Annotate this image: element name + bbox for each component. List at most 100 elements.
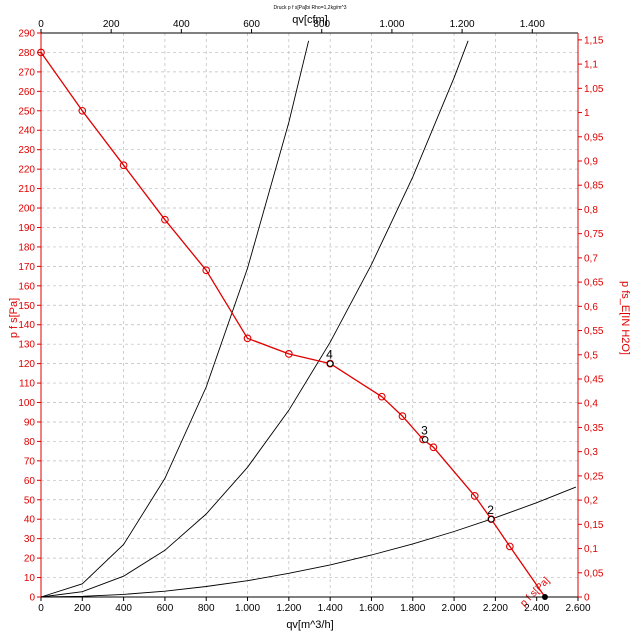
right-tick-label: 1,15 bbox=[584, 35, 604, 46]
left-tick-label: 240 bbox=[18, 126, 35, 137]
fan-curve-point bbox=[470, 492, 479, 500]
axes bbox=[37, 29, 582, 601]
left-tick-label: 10 bbox=[24, 573, 36, 584]
top-tick-label: 400 bbox=[173, 19, 190, 30]
left-tick-label: 80 bbox=[24, 437, 36, 448]
left-tick-label: 70 bbox=[24, 456, 36, 467]
top-tick-label: 1.400 bbox=[520, 19, 545, 30]
left-tick-label: 280 bbox=[18, 48, 35, 59]
right-tick-label: 0 bbox=[584, 593, 590, 604]
right-tick-label: 0,3 bbox=[584, 447, 598, 458]
left-tick-label: 270 bbox=[18, 67, 35, 78]
right-tick-label: 0,2 bbox=[584, 496, 598, 507]
right-tick-label: 0,7 bbox=[584, 253, 598, 264]
right-tick-label: 1,05 bbox=[584, 84, 604, 95]
fan-curve-point bbox=[398, 412, 407, 420]
right-tick-label: 0,8 bbox=[584, 205, 598, 216]
right-tick-label: 0,05 bbox=[584, 568, 604, 579]
bottom-tick-label: 400 bbox=[115, 603, 132, 614]
left-tick-label: 210 bbox=[18, 184, 35, 195]
left-tick-label: 20 bbox=[24, 554, 36, 565]
top-axis-label: qv[cfm] bbox=[292, 14, 327, 26]
left-tick-label: 180 bbox=[18, 242, 35, 253]
left-axis-label: p f s[Pa] bbox=[8, 298, 20, 338]
operating-point bbox=[421, 436, 429, 443]
tick-labels: 0 200 400 600 800 1.000 1.200 1.400 1.600 1.800 2.… bbox=[18, 19, 604, 614]
system-curve bbox=[40, 40, 310, 598]
left-tick-label: 100 bbox=[18, 398, 35, 409]
bottom-tick-label: 1.000 bbox=[235, 603, 260, 614]
left-tick-label: 0 bbox=[29, 593, 35, 604]
operating-point-label: 2 bbox=[487, 503, 494, 517]
bottom-tick-label: 0 bbox=[38, 603, 44, 614]
fan-curve-end-point bbox=[541, 594, 548, 600]
right-tick-label: 0,75 bbox=[584, 229, 604, 240]
fan-curve-point bbox=[284, 350, 293, 358]
right-tick-label: 0,55 bbox=[584, 326, 604, 337]
left-tick-label: 140 bbox=[18, 320, 35, 331]
bottom-tick-label: 600 bbox=[157, 603, 174, 614]
left-tick-label: 150 bbox=[18, 301, 35, 312]
left-tick-label: 130 bbox=[18, 340, 35, 351]
bottom-tick-label: 800 bbox=[198, 603, 215, 614]
markers: 2 3 4 bbox=[37, 48, 548, 600]
fan-curve-point bbox=[505, 542, 514, 551]
right-tick-label: 0,9 bbox=[584, 156, 598, 167]
fan-curve-line bbox=[40, 52, 546, 598]
left-tick-label: 290 bbox=[18, 29, 35, 40]
bottom-tick-label: 1.800 bbox=[400, 603, 425, 614]
left-tick-label: 220 bbox=[18, 165, 35, 176]
left-tick-label: 260 bbox=[18, 87, 35, 98]
right-tick-label: 1 bbox=[584, 108, 590, 119]
grid bbox=[40, 32, 579, 598]
fan-curve-point bbox=[119, 161, 128, 170]
right-tick-label: 0,6 bbox=[584, 302, 598, 313]
top-tick-label: 800 bbox=[313, 19, 330, 30]
right-axis-label: p fs_E[IN H2O] bbox=[619, 281, 631, 355]
system-curve bbox=[40, 40, 469, 598]
left-tick-label: 120 bbox=[18, 359, 35, 370]
bottom-axis-label: qv[m^3/h] bbox=[286, 619, 333, 631]
left-tick-label: 250 bbox=[18, 106, 35, 117]
left-tick-label: 40 bbox=[24, 515, 36, 526]
right-tick-label: 0,95 bbox=[584, 132, 604, 143]
left-tick-label: 200 bbox=[18, 204, 35, 215]
left-tick-label: 160 bbox=[18, 281, 35, 292]
top-tick-label: 1.200 bbox=[450, 19, 475, 30]
operating-point-label: 3 bbox=[421, 423, 428, 437]
bottom-tick-label: 1.200 bbox=[276, 603, 301, 614]
top-tick-label: 1.000 bbox=[379, 19, 404, 30]
right-tick-label: 0,35 bbox=[584, 423, 604, 434]
operating-point-label: 4 bbox=[326, 348, 333, 362]
left-tick-label: 90 bbox=[24, 417, 36, 428]
bottom-tick-label: 200 bbox=[74, 603, 91, 614]
operating-point bbox=[326, 360, 334, 367]
curves bbox=[40, 40, 577, 598]
right-tick-label: 0,45 bbox=[584, 374, 604, 385]
right-tick-label: 0,65 bbox=[584, 278, 604, 289]
left-tick-label: 230 bbox=[18, 145, 35, 156]
operating-point bbox=[487, 515, 495, 523]
right-tick-label: 0,15 bbox=[584, 520, 604, 531]
fan-curve-point bbox=[37, 48, 45, 57]
left-tick-label: 190 bbox=[18, 223, 35, 234]
bottom-tick-label: 2.400 bbox=[524, 603, 549, 614]
right-tick-label: 0,4 bbox=[584, 399, 598, 410]
fan-curve-point bbox=[243, 334, 252, 343]
right-tick-label: 0,1 bbox=[584, 544, 598, 555]
left-tick-label: 30 bbox=[24, 534, 36, 545]
chart-title: Druck p f s[Pa]bi Rho=1,2kg/m^3 bbox=[273, 5, 346, 11]
fan-curve-point bbox=[78, 106, 87, 115]
left-tick-label: 110 bbox=[19, 379, 35, 390]
bottom-tick-label: 1.400 bbox=[318, 603, 343, 614]
left-tick-label: 60 bbox=[24, 476, 36, 487]
fan-curve-point bbox=[161, 215, 169, 224]
fan-curve-point bbox=[377, 392, 386, 401]
right-tick-label: 1,1 bbox=[584, 60, 598, 71]
bottom-tick-label: 2.200 bbox=[483, 603, 508, 614]
right-tick-label: 0,5 bbox=[584, 350, 598, 361]
bottom-tick-label: 1.600 bbox=[359, 603, 384, 614]
top-tick-label: 0 bbox=[38, 19, 44, 30]
right-tick-label: 0,85 bbox=[584, 181, 604, 192]
